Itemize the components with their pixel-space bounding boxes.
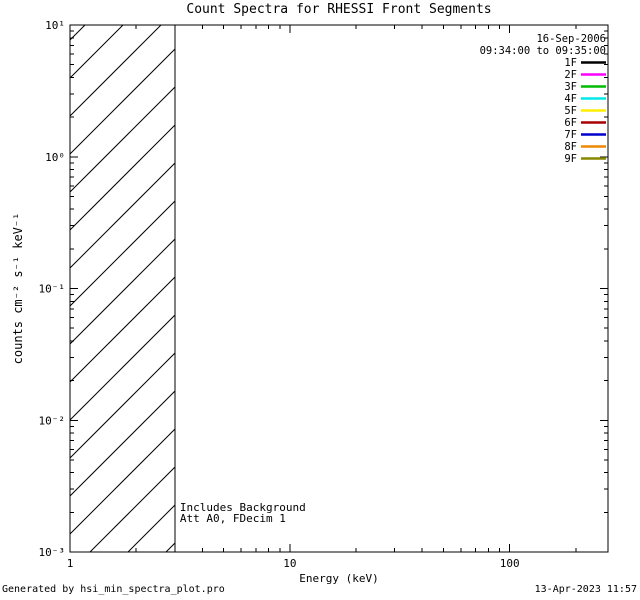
legend-item-2F: 2F (564, 69, 606, 81)
legend-date: 16-Sep-2006 (536, 33, 606, 45)
svg-text:10⁰: 10⁰ (45, 151, 65, 164)
legend-time-range: 09:34:00 to 09:35:00 (480, 45, 606, 57)
svg-text:Includes Background: Includes Background (180, 501, 306, 514)
svg-text:8F: 8F (564, 141, 577, 153)
svg-text:1F: 1F (564, 57, 577, 69)
svg-text:5F: 5F (564, 105, 577, 117)
legend-item-6F: 6F (564, 117, 606, 129)
svg-text:10⁻³: 10⁻³ (39, 546, 66, 559)
svg-text:7F: 7F (564, 129, 577, 141)
generation-timestamp: 13-Apr-2023 11:57 (534, 584, 637, 595)
svg-text:4F: 4F (564, 93, 577, 105)
legend-item-5F: 5F (564, 105, 606, 117)
y-axis-label: counts cm⁻² s⁻¹ keV⁻¹ (11, 213, 25, 365)
hatch-region (70, 25, 175, 552)
svg-text:6F: 6F (564, 117, 577, 129)
svg-text:10⁻²: 10⁻² (39, 414, 66, 427)
legend-item-1F: 1F (564, 57, 606, 69)
legend-item-4F: 4F (564, 93, 606, 105)
legend-item-9F: 9F (564, 153, 606, 165)
chart-title: Count Spectra for RHESSI Front Segments (186, 2, 492, 17)
svg-text:10¹: 10¹ (45, 19, 65, 32)
svg-text:10: 10 (283, 557, 296, 570)
legend-item-3F: 3F (564, 81, 606, 93)
plot-frame (69, 24, 609, 553)
x-axis-label: Energy (keV) (299, 572, 378, 585)
svg-text:1: 1 (67, 557, 74, 570)
generator-credit: Generated by hsi_min_spectra_plot.pro (2, 584, 225, 595)
svg-text:100: 100 (500, 557, 520, 570)
axis-ticks (69, 24, 608, 553)
axis-tick-labels: 1 10 100 10⁻³ 10⁻² 10⁻¹ 10⁰ 10¹ (39, 19, 520, 570)
legend-item-8F: 8F (564, 141, 606, 153)
svg-text:3F: 3F (564, 81, 577, 93)
svg-text:9F: 9F (564, 153, 577, 165)
legend-item-7F: 7F (564, 129, 606, 141)
svg-text:10⁻¹: 10⁻¹ (39, 283, 66, 296)
svg-text:Att A0, FDecim 1: Att A0, FDecim 1 (180, 512, 286, 525)
svg-text:2F: 2F (564, 69, 577, 81)
